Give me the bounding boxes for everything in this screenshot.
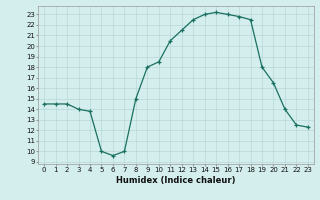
X-axis label: Humidex (Indice chaleur): Humidex (Indice chaleur) (116, 176, 236, 185)
